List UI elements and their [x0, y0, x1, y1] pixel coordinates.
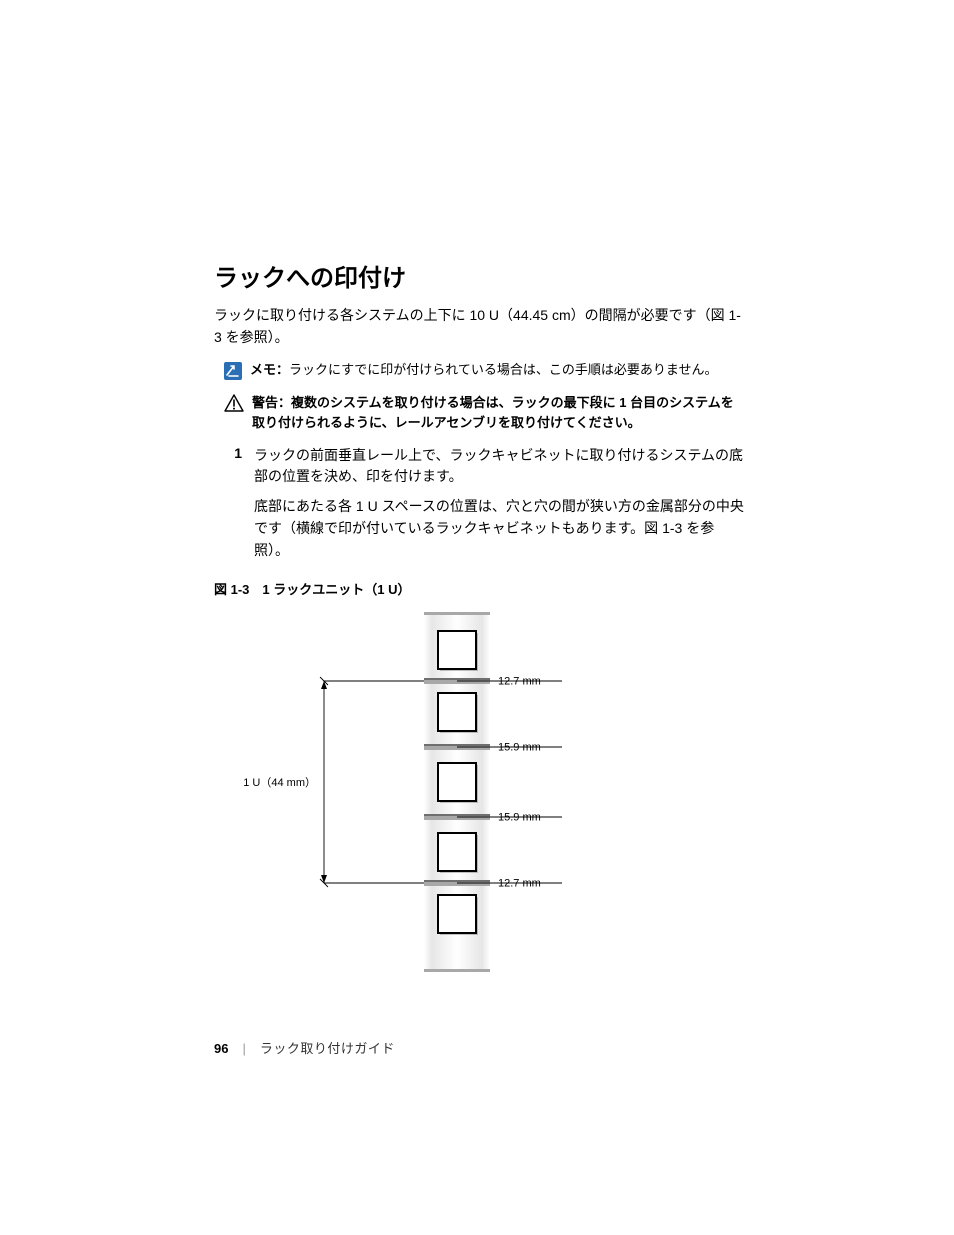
- svg-text:15.9 mm: 15.9 mm: [498, 812, 541, 824]
- note-block: メモ：ラックにすでに印が付けられている場合は、この手順は必要ありません。: [214, 360, 744, 380]
- rack-unit-diagram: 12.7 mm 15.9 mm 15.9 mm 12.7 mm 1 U（44 mm）: [214, 612, 734, 982]
- warning-block: 警告：複数のシステムを取り付ける場合は、ラックの最下段に 1 台目のシステムを取…: [214, 393, 744, 433]
- footer-separator: |: [242, 1041, 245, 1056]
- section-heading: ラックへの印付け: [214, 258, 744, 293]
- svg-text:1 U（44 mm）: 1 U（44 mm）: [243, 776, 316, 789]
- intro-paragraph: ラックに取り付ける各システムの上下に 10 U（44.45 cm）の間隔が必要で…: [214, 305, 744, 348]
- step-para-2: 底部にあたる各 1 U スペースの位置は、穴と穴の間が狭い方の金属部分の中央です…: [254, 496, 744, 561]
- page-footer: 96 | ラック取り付けガイド: [214, 1038, 395, 1057]
- warning-icon: [224, 394, 244, 412]
- figure-caption: 図 1-3 1 ラックユニット（1 U）: [214, 579, 744, 598]
- warning-label: 警告：: [252, 395, 291, 410]
- svg-text:12.7 mm: 12.7 mm: [498, 676, 541, 688]
- step-para-1: ラックの前面垂直レール上で、ラックキャビネットに取り付けるシステムの底部の位置を…: [254, 445, 744, 488]
- step-body: ラックの前面垂直レール上で、ラックキャビネットに取り付けるシステムの底部の位置を…: [254, 445, 744, 561]
- warning-body: 複数のシステムを取り付ける場合は、ラックの最下段に 1 台目のシステムを取り付け…: [252, 395, 734, 430]
- svg-text:15.9 mm: 15.9 mm: [498, 742, 541, 754]
- note-text: メモ：ラックにすでに印が付けられている場合は、この手順は必要ありません。: [250, 360, 718, 380]
- page-number: 96: [214, 1041, 228, 1056]
- step-1: 1 ラックの前面垂直レール上で、ラックキャビネットに取り付けるシステムの底部の位…: [214, 445, 744, 561]
- note-icon: [224, 362, 242, 380]
- warning-text: 警告：複数のシステムを取り付ける場合は、ラックの最下段に 1 台目のシステムを取…: [252, 393, 744, 433]
- note-body: ラックにすでに印が付けられている場合は、この手順は必要ありません。: [289, 362, 717, 377]
- figure-1-3: 12.7 mm 15.9 mm 15.9 mm 12.7 mm 1 U（44 mm）: [214, 612, 734, 982]
- step-number: 1: [232, 445, 242, 561]
- footer-guide-title: ラック取り付けガイド: [260, 1038, 395, 1057]
- svg-text:12.7 mm: 12.7 mm: [498, 878, 541, 890]
- page-content: ラックへの印付け ラックに取り付ける各システムの上下に 10 U（44.45 c…: [214, 258, 744, 982]
- note-label: メモ：: [250, 362, 289, 377]
